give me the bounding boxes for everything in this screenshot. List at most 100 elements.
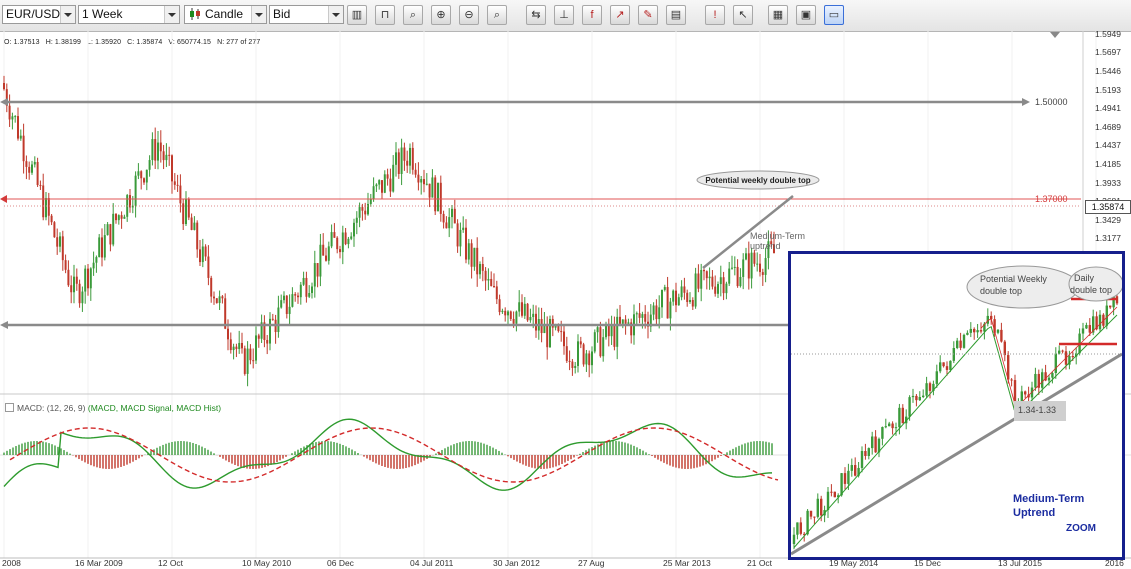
window-icon[interactable]: ▭ xyxy=(824,5,844,25)
inset-trend-line2: Uptrend xyxy=(1013,507,1055,519)
price-side-select[interactable]: Bid xyxy=(269,5,344,24)
candle-body xyxy=(677,297,680,306)
zoom-in-icon[interactable]: ⊕ xyxy=(431,5,451,25)
inset-candle-body xyxy=(996,329,1000,333)
indicator-chart-icon[interactable]: ↗ xyxy=(610,5,630,25)
candle-body xyxy=(560,331,563,333)
candle-body xyxy=(490,278,493,287)
ohlc-volume: V: 650774.15 xyxy=(168,39,212,46)
symbol-select[interactable]: EUR/USD xyxy=(2,5,76,24)
inset-candle-body xyxy=(891,423,894,429)
candle-body xyxy=(84,268,87,292)
checkbox-icon[interactable] xyxy=(5,403,14,412)
inset-candle-body xyxy=(932,383,935,391)
inset-candle-body xyxy=(1095,316,1098,330)
candle-body xyxy=(339,249,341,253)
candle-body xyxy=(81,291,84,304)
inset-candle-body xyxy=(884,426,887,428)
chevron-down-icon[interactable] xyxy=(328,6,343,23)
candle-body xyxy=(599,327,602,357)
candle-body xyxy=(451,208,453,218)
inset-candle-body xyxy=(1112,296,1115,308)
candle-body xyxy=(221,296,224,299)
candle-body xyxy=(683,286,686,293)
inset-moving-average xyxy=(793,314,1118,548)
chevron-down-icon[interactable] xyxy=(251,6,266,23)
inset-candle-body xyxy=(925,383,928,396)
candle-body xyxy=(224,298,227,329)
candle-body xyxy=(574,365,577,368)
candle-body xyxy=(313,263,316,287)
zoom-inset: Potential Weekly double top Daily double… xyxy=(788,251,1125,560)
candle-body xyxy=(731,267,733,269)
bar-chart-icon[interactable]: ▥ xyxy=(347,5,367,25)
zoom-out-icon[interactable]: ⊖ xyxy=(459,5,479,25)
price-chart[interactable]: Potential weekly double top Medium-Term … xyxy=(0,31,1131,569)
candle-body xyxy=(196,222,199,250)
inset-candle-body xyxy=(973,328,976,333)
candle-body xyxy=(588,353,591,366)
candle-body xyxy=(507,311,509,316)
trendline[interactable] xyxy=(702,195,794,269)
chart-type-select[interactable]: Candle xyxy=(184,5,267,24)
candle-body xyxy=(361,207,364,211)
candle-body xyxy=(50,215,53,223)
level-arrow-right xyxy=(1022,98,1030,106)
inset-trendline xyxy=(791,352,1122,556)
inset-candle-body xyxy=(911,395,915,398)
save-icon[interactable]: ▣ xyxy=(796,5,816,25)
candle-body xyxy=(420,179,423,183)
alert-icon[interactable]: ! xyxy=(705,5,725,25)
inset-candle-body xyxy=(1044,372,1047,381)
candle-body xyxy=(243,348,246,374)
inset-candle-body xyxy=(983,323,986,332)
candle-body xyxy=(218,296,221,303)
candle-body xyxy=(316,263,319,277)
candle-body xyxy=(154,139,157,161)
candle-body xyxy=(137,171,140,176)
inset-candle-body xyxy=(922,395,925,397)
candle-body xyxy=(383,174,386,193)
function-icon[interactable]: f xyxy=(582,5,602,25)
candle-body xyxy=(319,244,322,277)
period-select[interactable]: 1 Week xyxy=(78,5,180,24)
chevron-down-icon[interactable] xyxy=(164,6,179,23)
chevron-down-icon[interactable] xyxy=(1050,32,1060,38)
inset-candle-series xyxy=(792,293,1119,550)
candle-body xyxy=(109,224,112,245)
zoom-reset-icon[interactable]: ⌕ xyxy=(487,5,507,25)
candle-body xyxy=(554,325,557,328)
lock-icon[interactable]: ⊓ xyxy=(375,5,395,25)
inset-candle-body xyxy=(1061,350,1064,352)
candle-body xyxy=(375,184,378,187)
candle-body xyxy=(675,290,677,306)
candle-body xyxy=(546,324,549,348)
x-tick: 10 May 2010 xyxy=(242,558,292,568)
candle-body xyxy=(459,229,462,247)
candle-body xyxy=(367,203,369,215)
news-icon[interactable]: ▤ xyxy=(666,5,686,25)
inset-candle-body xyxy=(898,407,901,428)
inset-candle-body xyxy=(1088,325,1091,333)
y-tick: 1.4689 xyxy=(1095,122,1121,132)
chevron-down-icon[interactable] xyxy=(60,6,75,23)
candle-body xyxy=(431,177,434,198)
x-tick: 25 Mar 2013 xyxy=(663,558,711,568)
inset-candle-body xyxy=(816,498,819,517)
crosshair-axis-icon[interactable]: ⊥ xyxy=(554,5,574,25)
candle-body xyxy=(728,268,731,284)
ohlc-open: O: 1.37513 xyxy=(4,39,40,46)
inset-candle-body xyxy=(959,340,962,348)
candle-body xyxy=(134,175,137,206)
zoom-fit-icon[interactable]: ⌕ xyxy=(403,5,423,25)
drawing-icon[interactable]: ✎ xyxy=(638,5,658,25)
candle-body xyxy=(439,182,442,214)
candle-body xyxy=(697,273,700,289)
grid-layout-icon[interactable]: ▦ xyxy=(768,5,788,25)
candle-body xyxy=(703,269,705,272)
ohlc-close: C: 1.35874 xyxy=(127,39,163,46)
cursor-icon[interactable]: ↖ xyxy=(733,5,753,25)
candle-body xyxy=(176,184,179,186)
scroll-arrows-icon[interactable]: ⇆ xyxy=(526,5,546,25)
price-side-value: Bid xyxy=(273,7,291,21)
